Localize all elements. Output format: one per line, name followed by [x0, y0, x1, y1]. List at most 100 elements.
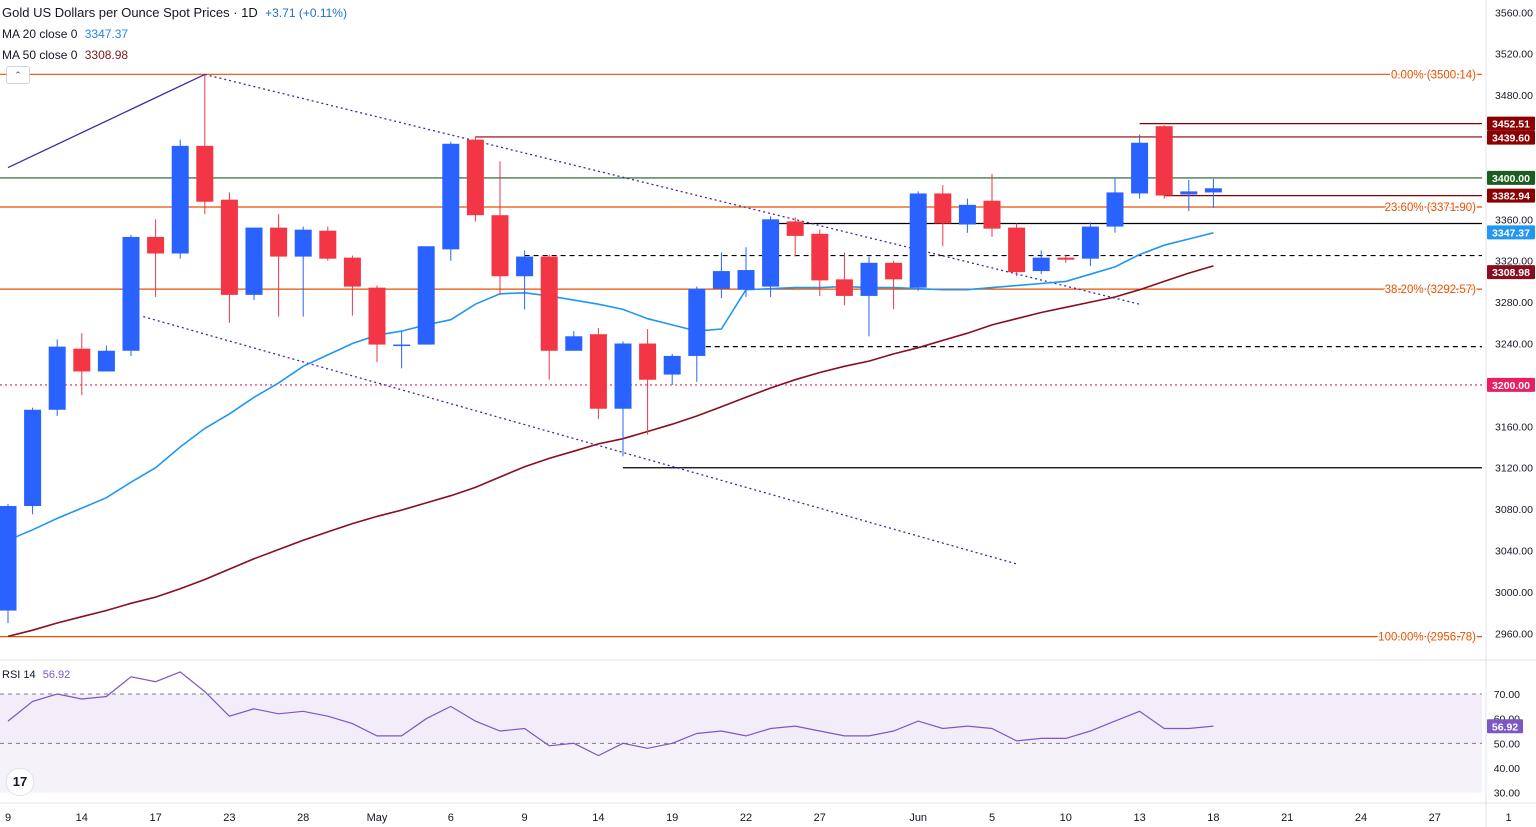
y-tick-label: 3040.00	[1495, 546, 1533, 558]
y-tick-label: 3360.00	[1495, 214, 1533, 226]
rsi-legend: RSI 14 56.92	[2, 669, 70, 681]
candle-body	[1155, 126, 1173, 196]
x-tick-label: 5	[989, 812, 995, 824]
candle-body	[1204, 188, 1222, 193]
y-tick-label: 3000.00	[1495, 587, 1533, 599]
candle-body	[712, 271, 730, 289]
x-tick-label: 28	[297, 812, 309, 824]
candle-body	[786, 221, 804, 236]
candle-body	[835, 279, 853, 296]
x-tick-label: 6	[448, 812, 454, 824]
candle-body	[24, 409, 42, 507]
y-tick-label: 3080.00	[1495, 504, 1533, 516]
candle-body	[1081, 226, 1099, 259]
candle-body	[1008, 227, 1026, 273]
price-label: 3347.37	[1492, 227, 1530, 239]
price-label-bg	[1487, 130, 1535, 145]
collapse-legend-button[interactable]: ⌃	[6, 66, 30, 84]
ma20-label: MA 20 close 0	[2, 27, 78, 41]
trendlines	[7, 73, 1140, 565]
x-tick-label: May	[367, 812, 388, 824]
candle-body	[909, 193, 927, 288]
candle-body	[934, 193, 952, 224]
ma50-line	[7, 265, 1214, 638]
candle-body	[294, 229, 312, 257]
candle-body	[368, 287, 386, 345]
price-label-bg	[1487, 116, 1535, 131]
x-tick-label: 17	[149, 812, 161, 824]
candle-body	[762, 219, 780, 287]
candles	[0, 74, 1222, 623]
x-tick-label: 14	[592, 812, 604, 824]
x-tick-label: 27	[814, 812, 826, 824]
price-label: 3308.98	[1492, 267, 1530, 279]
x-tick-label: 27	[1429, 812, 1441, 824]
rsi-label: RSI 14	[2, 669, 36, 681]
trendline	[7, 73, 206, 169]
candle-body	[983, 200, 1001, 229]
price-label-bg	[1487, 377, 1535, 392]
rsi-band-lower	[0, 743, 1482, 793]
y-tick-label: 3480.00	[1495, 90, 1533, 102]
candle-body	[639, 343, 657, 380]
rsi-panel	[0, 671, 1482, 757]
moving-averages	[7, 232, 1214, 638]
y-tick-label: 3320.00	[1495, 256, 1533, 268]
candle-body	[442, 143, 460, 250]
rsi-value: 56.92	[42, 669, 71, 681]
rsi-tick-label: 40.00	[1494, 763, 1520, 775]
y-tick-label: 3560.00	[1495, 7, 1533, 19]
price-change: +3.71 (+0.11%)	[265, 6, 347, 20]
tradingview-logo-icon[interactable]: 17	[6, 768, 34, 796]
candle-body	[688, 288, 706, 356]
price-label: 3400.00	[1492, 173, 1530, 185]
chart-title: Gold US Dollars per Ounce Spot Prices · …	[2, 5, 258, 20]
candle-body	[540, 256, 558, 351]
candle-body	[663, 355, 681, 375]
candle-body	[73, 348, 91, 372]
legend-ma50-row[interactable]: MA 50 close 0 3308.98	[2, 45, 347, 66]
candle-body	[343, 257, 361, 287]
rsi-band	[0, 694, 1482, 793]
y-tick-label: 3240.00	[1495, 339, 1533, 351]
candle-body	[516, 256, 534, 277]
price-labels: 3452.51 3439.60 3400.00 3382.94 3347.37 3308.…	[1487, 116, 1535, 734]
x-tick-label: 21	[1281, 812, 1293, 824]
x-tick-label: 13	[1133, 812, 1145, 824]
legend-ma20-row[interactable]: MA 20 close 0 3347.37	[2, 24, 347, 45]
fib-level-label: 0.00% (3500.14)	[1391, 69, 1476, 81]
candle-body	[147, 236, 165, 254]
candle-body	[270, 227, 288, 257]
candle-body	[1032, 257, 1050, 272]
candle-body	[196, 145, 214, 202]
candle-body	[245, 227, 263, 295]
legend-title-row: Gold US Dollars per Ounce Spot Prices · …	[2, 2, 347, 24]
rsi-band-fill	[0, 694, 1482, 744]
ma50-label: MA 50 close 0	[2, 48, 78, 62]
ma50-value: 3308.98	[84, 48, 129, 62]
y-tick-label: 2960.00	[1495, 628, 1533, 640]
price-label: 3439.60	[1492, 133, 1530, 145]
chart-legend: Gold US Dollars per Ounce Spot Prices · …	[2, 2, 347, 66]
x-tick-label: 24	[1355, 812, 1367, 824]
candle-body	[122, 236, 140, 351]
candle-body	[811, 233, 829, 281]
x-tick-label: 22	[740, 812, 752, 824]
rsi-axis-label: 56.92	[1492, 721, 1518, 733]
candle-body	[466, 139, 484, 216]
y-tick-label: 3520.00	[1495, 49, 1533, 61]
price-label: 3200.00	[1492, 380, 1530, 392]
fib-level-label: 38.20% (3292.57)	[1385, 284, 1477, 296]
axes: 3560.003520.003480.003440.003400.003360.…	[5, 7, 1533, 824]
fib-level-label: 23.60% (3371.90)	[1385, 202, 1477, 214]
candle-body	[491, 215, 509, 277]
candle-body	[417, 246, 435, 345]
candle-body	[1180, 191, 1198, 195]
fib-level-label: 100.00% (2956.78)	[1378, 632, 1476, 644]
candle-body	[614, 343, 632, 409]
rsi-line	[7, 671, 1214, 757]
candle-body	[958, 204, 976, 225]
x-tick-label: 18	[1207, 812, 1219, 824]
